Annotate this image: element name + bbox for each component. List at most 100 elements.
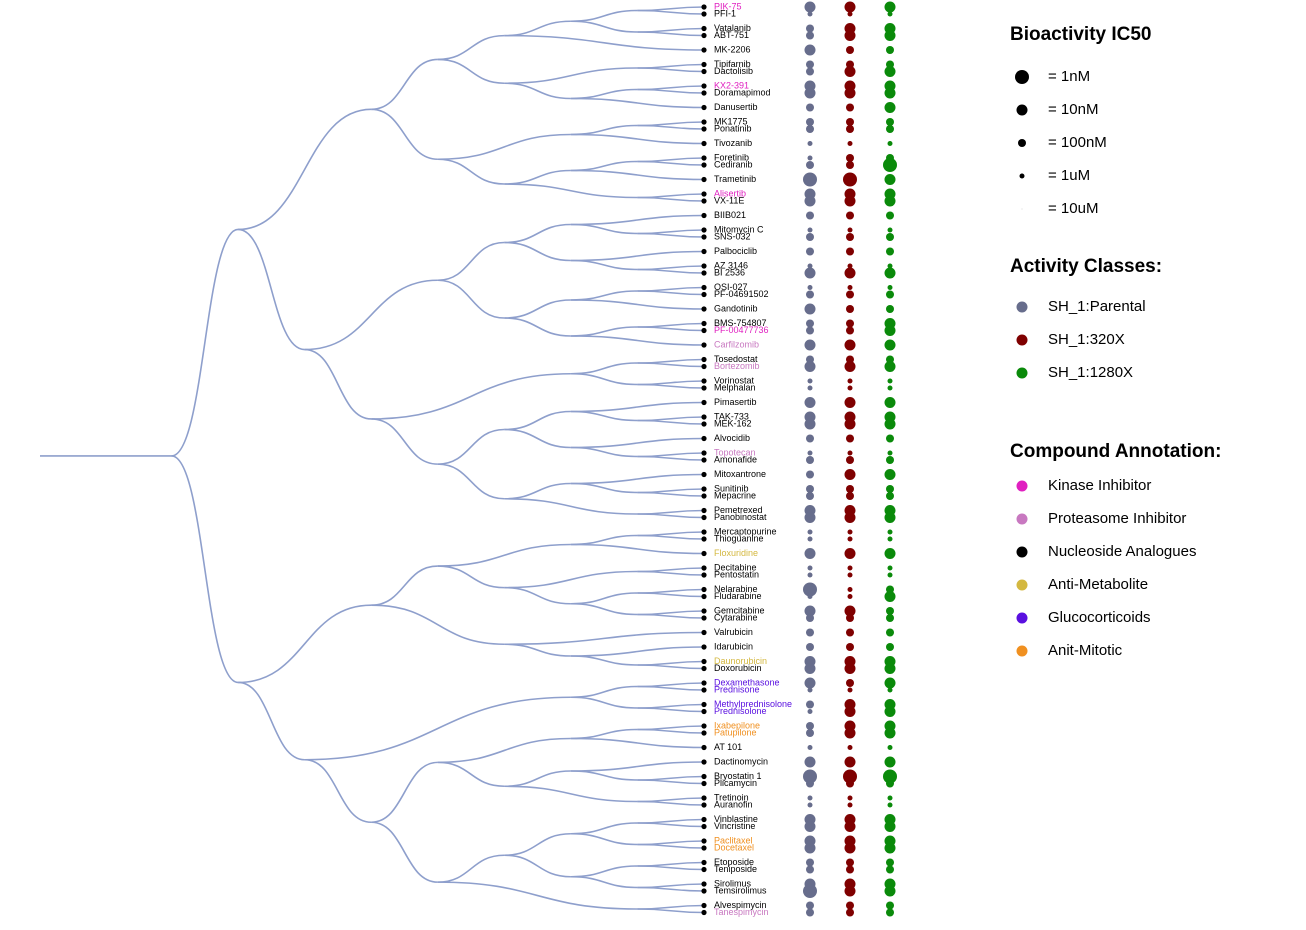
- ic50-bubble: [884, 102, 896, 113]
- size-legend-label: = 10uM: [1048, 200, 1098, 217]
- ic50-bubble: [804, 267, 816, 279]
- ic50-bubble: [846, 46, 854, 54]
- size-legend-mark: [1019, 173, 1025, 179]
- tree-edge: [570, 326, 638, 337]
- legend-title: Compound Annotation:: [1010, 441, 1221, 462]
- leaf-node: [701, 888, 707, 894]
- ic50-bubble: [846, 628, 854, 637]
- leaf-node: [701, 909, 707, 916]
- tree-edge: [570, 534, 638, 546]
- legend-swatch: [1016, 334, 1028, 346]
- leaf-label: BMS-754807: [714, 318, 767, 328]
- legend-swatch: [1016, 367, 1028, 379]
- ic50-bubble: [844, 30, 856, 41]
- ic50-bubble: [807, 565, 813, 571]
- leaf-node: [701, 450, 707, 456]
- tree-edge: [637, 570, 705, 576]
- leaf-label: Pentostatin: [714, 569, 759, 579]
- ic50-bubble: [844, 512, 856, 523]
- ic50-bubble: [884, 1, 896, 13]
- tree-edge: [637, 88, 705, 94]
- ic50-bubble: [806, 470, 814, 479]
- leaf-node: [701, 802, 707, 808]
- ic50-bubble: [846, 614, 854, 622]
- tree-edge: [504, 770, 571, 788]
- leaf-label: AZ 3146: [714, 260, 748, 270]
- leaf-node: [701, 212, 707, 219]
- leaf-label: Tosedostat: [714, 354, 758, 364]
- leaf-node: [701, 665, 707, 672]
- tree-edge: [637, 31, 705, 37]
- leaf-node: [701, 838, 707, 844]
- ic50-bubble: [804, 87, 816, 99]
- ic50-bubble: [846, 103, 854, 112]
- tree-edge: [437, 463, 505, 500]
- leaf-label: Mercaptopurine: [714, 526, 777, 536]
- ic50-bubble: [886, 125, 894, 133]
- ic50-bubble: [804, 1, 816, 13]
- leaf-node: [701, 191, 707, 197]
- leaf-label: Mitomycin C: [714, 224, 764, 234]
- ic50-bubble: [884, 727, 896, 739]
- leaf-node: [701, 680, 707, 686]
- tree-edge: [304, 696, 571, 761]
- ic50-bubble: [847, 11, 853, 17]
- tree-edge: [570, 401, 705, 413]
- leaf-label: Alvocidib: [714, 433, 750, 443]
- leaf-node: [701, 399, 707, 406]
- leaf-node: [701, 881, 707, 887]
- tree-edge: [238, 681, 305, 761]
- ic50-bubble: [847, 536, 853, 542]
- leaf-label: Melphalan: [714, 382, 756, 392]
- ic50-bubble: [884, 174, 896, 185]
- tree-edge: [637, 800, 705, 806]
- leaf-node: [701, 263, 707, 269]
- legend-swatch: [1016, 645, 1028, 657]
- ic50-bubble: [806, 161, 814, 169]
- tree-edge: [504, 428, 571, 449]
- leaf-node: [701, 284, 707, 291]
- ic50-bubble: [806, 614, 814, 622]
- leaf-label: Palbociclib: [714, 246, 757, 256]
- ic50-bubble: [844, 842, 856, 854]
- ic50-bubble: [884, 706, 896, 717]
- tree-edge: [637, 160, 705, 166]
- leaf-label: Foretinib: [714, 152, 749, 162]
- leaf-label: OSI-027: [714, 282, 748, 292]
- leaf-node: [701, 507, 707, 514]
- ic50-bubble: [846, 118, 854, 126]
- leaf-label: PFI-1: [714, 8, 736, 18]
- leaf-node: [701, 701, 707, 708]
- leaf-label: Ixabepilone: [714, 720, 760, 730]
- tree-edge: [570, 372, 638, 386]
- tree-edge: [504, 631, 705, 646]
- ic50-bubble: [886, 901, 894, 910]
- leaf-label: Plicamycin: [714, 778, 757, 788]
- leaf-node: [701, 723, 707, 729]
- ic50-bubble: [806, 125, 814, 133]
- tree-edge: [504, 241, 571, 262]
- ic50-bubble: [846, 901, 854, 910]
- leaf-label: Docetaxel: [714, 842, 754, 852]
- tree-edge: [437, 565, 505, 589]
- tree-edge: [304, 758, 372, 824]
- leaf-label: Pimasertib: [714, 397, 757, 407]
- leaf-node: [701, 687, 707, 693]
- tree-edge: [504, 785, 638, 803]
- ic50-bubble: [844, 1, 856, 13]
- ic50-bubble: [806, 326, 814, 335]
- ic50-bubble: [886, 865, 894, 874]
- ic50-bubble: [886, 247, 894, 256]
- leaf-node: [701, 816, 707, 823]
- tree-edge: [637, 779, 705, 785]
- leaf-label: BIIB021: [714, 210, 746, 220]
- ic50-bubble: [887, 795, 893, 801]
- leaf-node: [701, 291, 707, 298]
- tree-edge: [570, 169, 705, 181]
- tree-edge: [504, 34, 705, 51]
- ic50-bubble: [806, 700, 814, 709]
- tree-edge: [570, 865, 638, 878]
- legend-swatch: [1016, 513, 1028, 525]
- ic50-bubble: [844, 727, 856, 739]
- leaf-node: [701, 248, 707, 255]
